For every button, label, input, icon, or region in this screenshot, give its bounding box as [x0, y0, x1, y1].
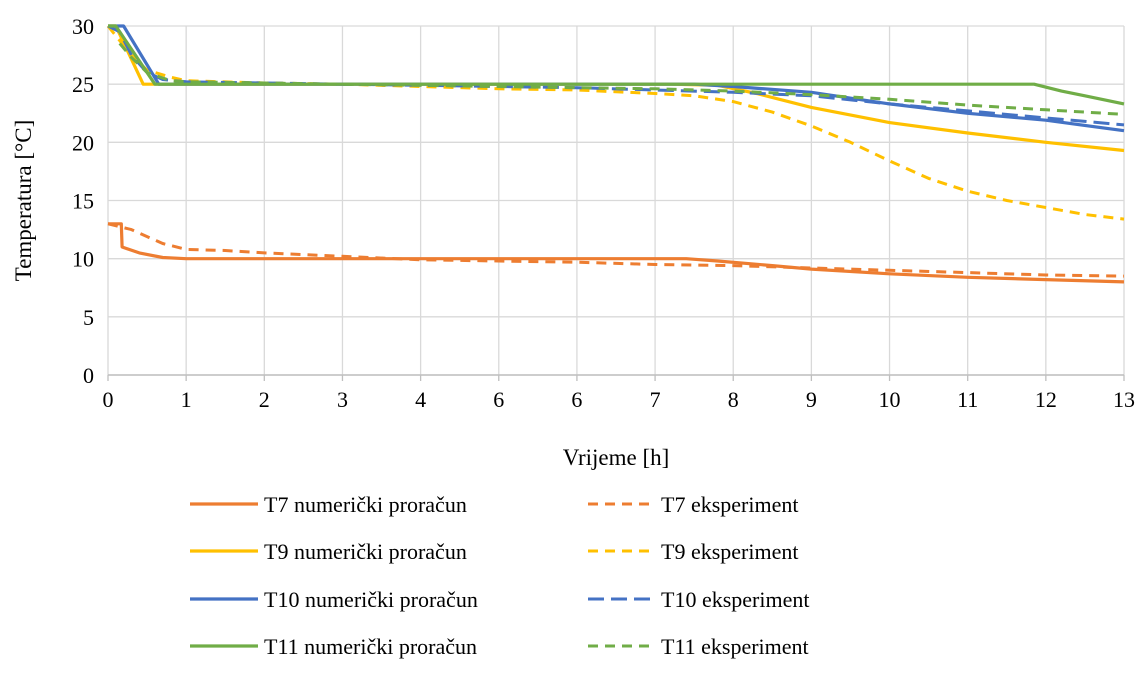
- legend-label: T7 numerički proračun: [264, 492, 467, 517]
- y-tick-label: 25: [72, 72, 94, 97]
- x-tick-label: 7: [650, 387, 661, 412]
- legend: T7 numerički proračun T7 eksperiment T9 nu…: [190, 492, 809, 659]
- x-tick-label: 0: [103, 387, 114, 412]
- y-tick-label: 10: [72, 247, 94, 272]
- x-tick-label: 4: [415, 387, 426, 412]
- y-axis-label: Temperatura [°C]: [11, 120, 36, 281]
- y-tick-label: 30: [72, 14, 94, 39]
- y-tick-label: 15: [72, 189, 94, 214]
- x-tick-label: 6: [571, 387, 582, 412]
- legend-label: T11 numerički proračun: [264, 634, 477, 659]
- grid: [107, 25, 1125, 376]
- series-line-t11-eksperiment: [118, 42, 1125, 116]
- y-tick-label: 0: [83, 363, 94, 388]
- x-tick-label: 8: [728, 387, 739, 412]
- x-tick-label: 11: [957, 387, 978, 412]
- x-tick-label: 10: [879, 387, 901, 412]
- legend-label: T9 numerički proračun: [264, 539, 467, 564]
- legend-label: T10 numerički proračun: [264, 587, 478, 612]
- series-line-t7-numeri-ki-prora-un: [108, 222, 1125, 284]
- series-line-t10-numeri-ki-prora-un: [108, 24, 1125, 133]
- legend-label: T10 eksperiment: [661, 587, 809, 612]
- y-tick-label: 5: [83, 305, 94, 330]
- x-axis-label: Vrijeme [h]: [563, 445, 670, 470]
- x-tick-label: 9: [806, 387, 817, 412]
- series-lines: [106, 24, 1125, 284]
- legend-label: T9 eksperiment: [661, 539, 798, 564]
- y-tick-label: 20: [72, 130, 94, 155]
- x-tick-label: 1: [181, 387, 192, 412]
- plot-frame: [107, 374, 1125, 381]
- x-axis-ticks: 0 1 2 3 4 6 6 7 8 9 10 11 12 13: [103, 387, 1136, 412]
- series-line-t11-numeri-ki-prora-un: [108, 24, 1125, 106]
- legend-label: T7 eksperiment: [661, 492, 798, 517]
- series-line-t9-eksperiment: [106, 25, 1125, 221]
- series-line-t10-eksperiment: [107, 24, 1125, 127]
- x-tick-label: 12: [1035, 387, 1057, 412]
- y-axis-ticks: 0 5 10 15 20 25 30: [72, 14, 94, 388]
- x-tick-label: 6: [493, 387, 504, 412]
- x-tick-label: 2: [259, 387, 270, 412]
- series-line-t7-eksperiment: [107, 222, 1125, 278]
- x-tick-label: 13: [1113, 387, 1135, 412]
- series-line-t9-numeri-ki-prora-un: [108, 24, 1125, 153]
- legend-label: T11 eksperiment: [661, 634, 809, 659]
- x-tick-label: 3: [337, 387, 348, 412]
